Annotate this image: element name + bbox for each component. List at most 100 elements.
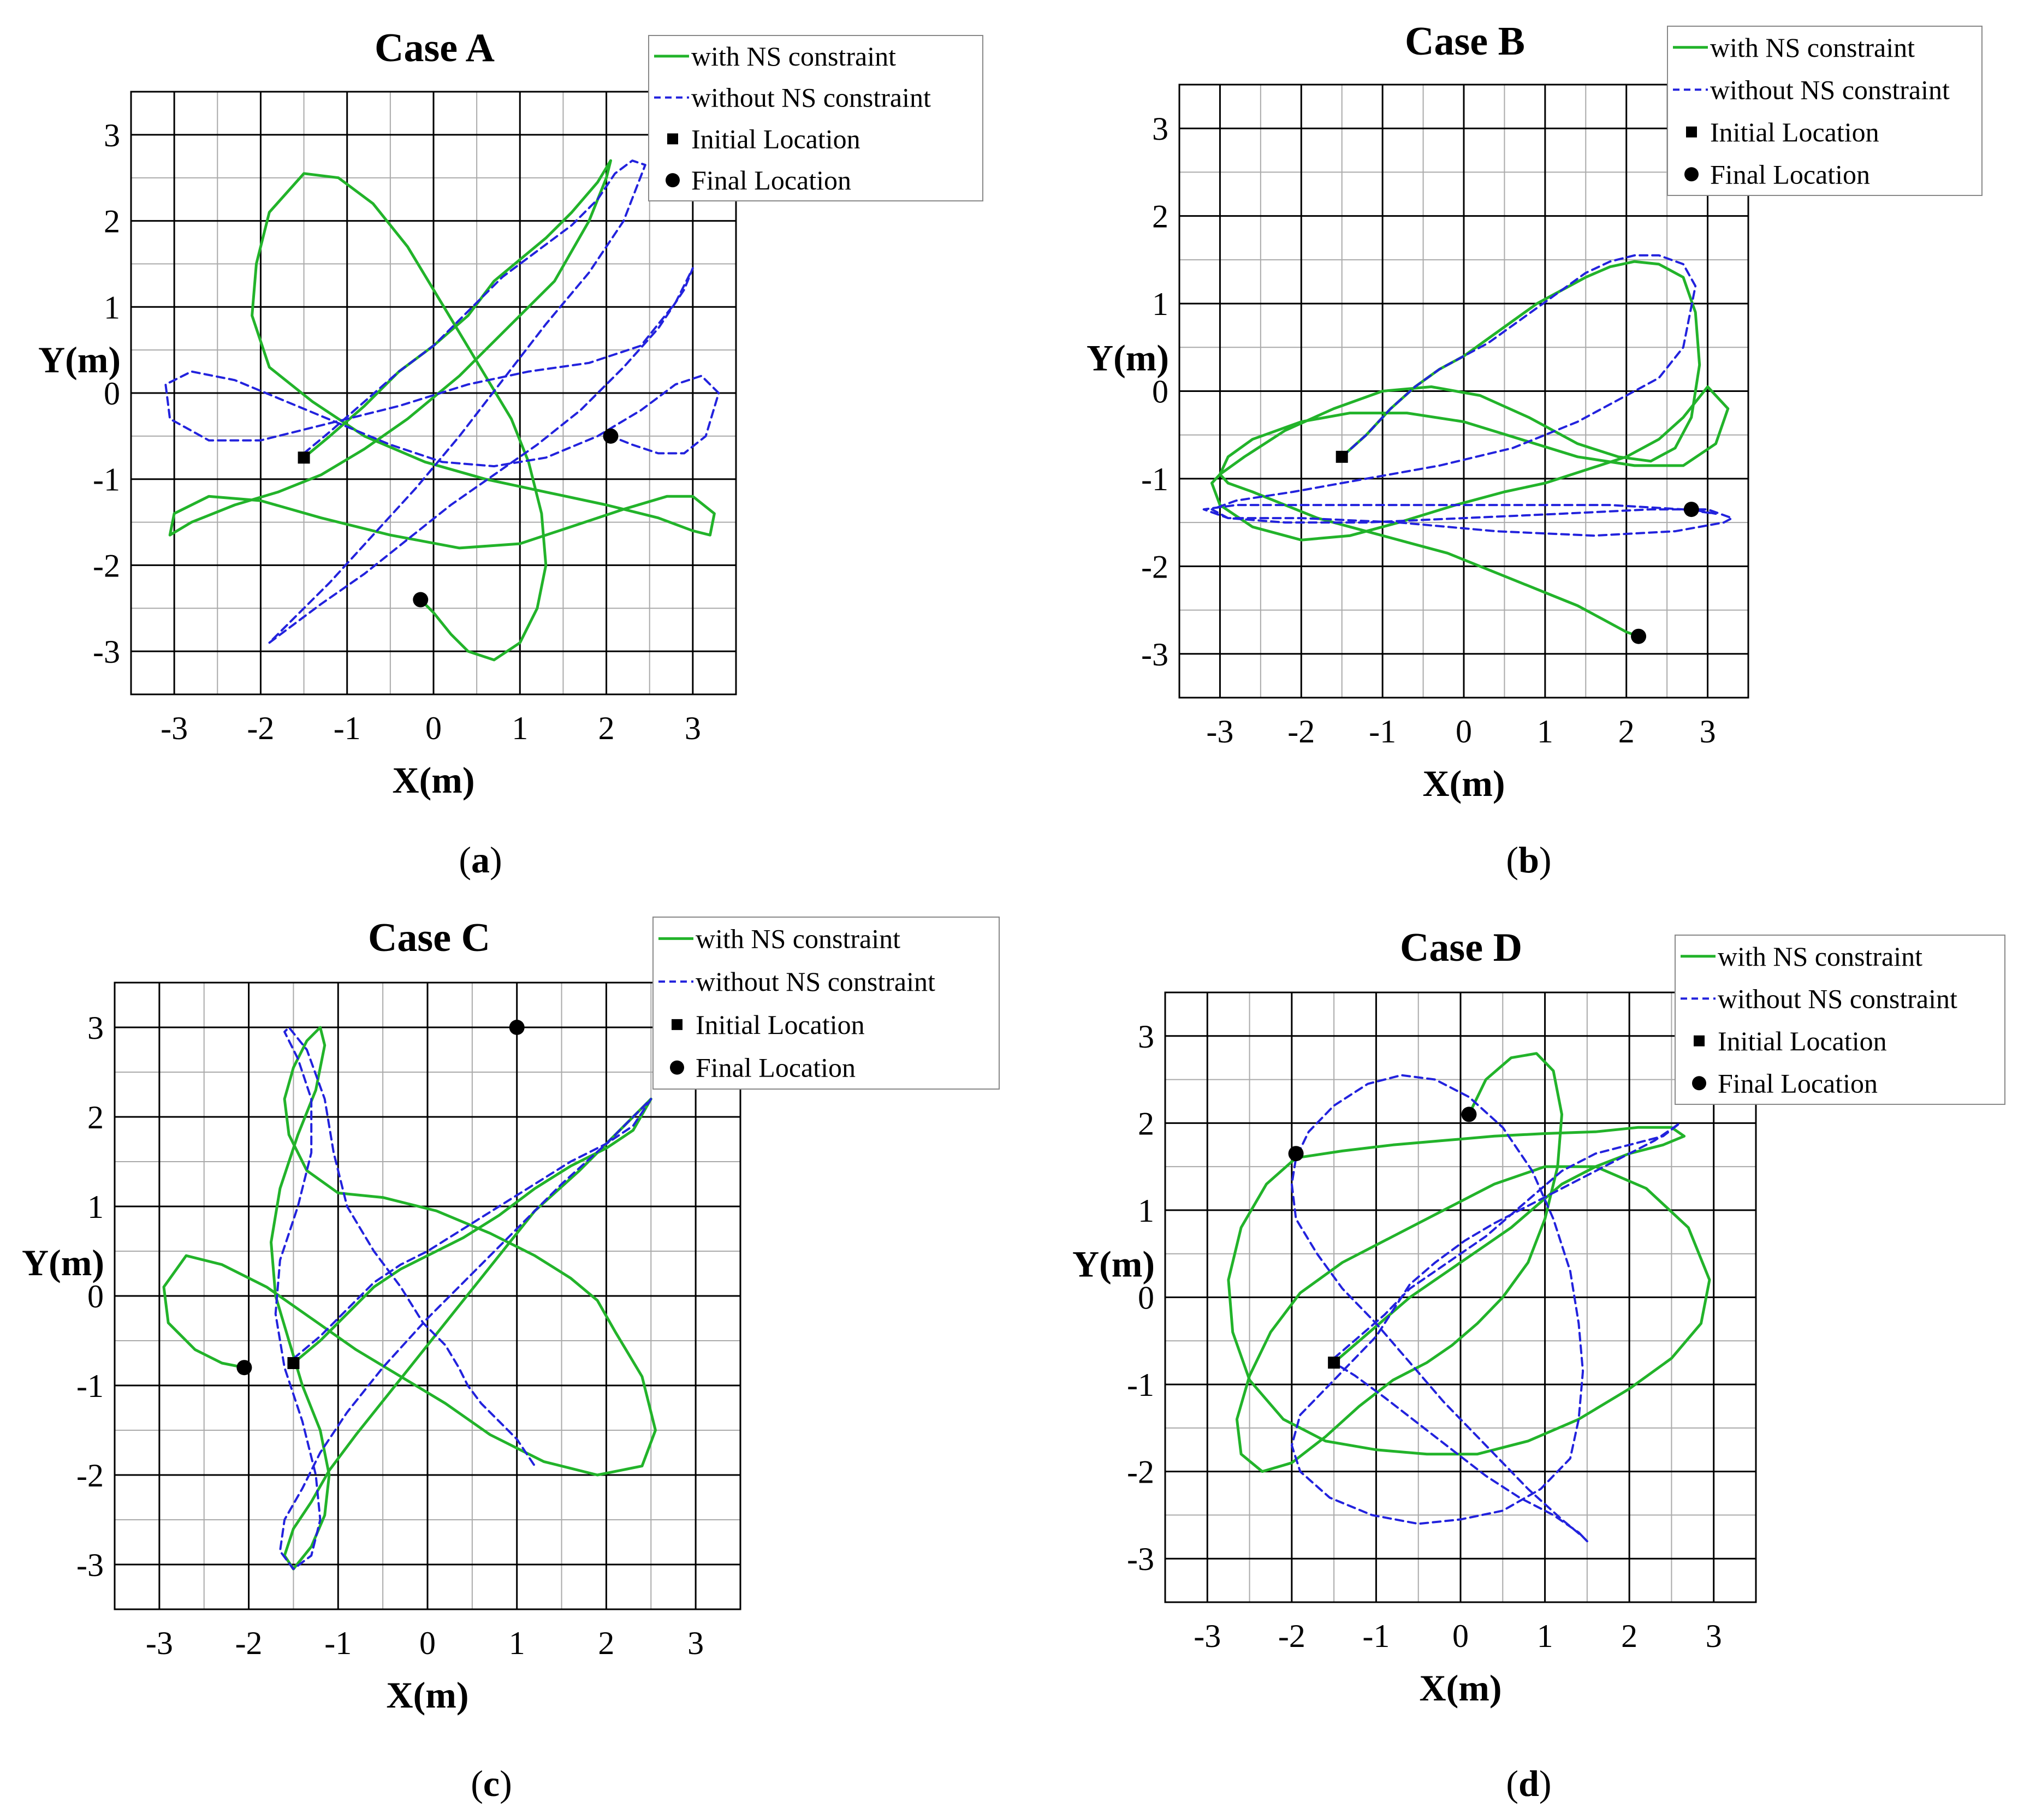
y-tick-label: -2 [1127,1454,1154,1490]
legend-swatch-final [1692,1076,1706,1091]
x-tick-label: 1 [1537,713,1553,750]
x-tick-label: -1 [334,710,361,746]
final-location-marker [1461,1107,1477,1122]
x-tick-label: 1 [1537,1618,1553,1654]
legend-box [648,35,983,201]
x-axis-label: X(m) [1419,1667,1501,1709]
y-tick-label: 3 [104,117,120,153]
series-with-ns-line [1227,1052,1711,1473]
legend-label: Initial Location [1718,1026,1887,1056]
x-tick-label: -2 [235,1625,263,1661]
y-tick-label: -1 [1127,1367,1154,1403]
panel-caption: (d) [1506,1763,1551,1804]
chart-title: Case D [1400,925,1522,970]
y-tick-label: -2 [1141,549,1168,585]
panel-caption: (c) [471,1763,512,1804]
x-tick-label: -3 [1194,1618,1221,1654]
x-tick-label: -1 [1362,1618,1390,1654]
y-tick-label: 2 [87,1099,104,1135]
x-tick-label: 3 [685,710,701,746]
legend-label: Final Location [696,1052,856,1083]
x-tick-label: 3 [687,1625,704,1661]
x-tick-label: 1 [512,710,528,746]
x-tick-label: -1 [324,1625,352,1661]
y-tick-label: -1 [76,1368,104,1404]
x-tick-label: -3 [146,1625,173,1661]
initial-location-marker [298,451,310,464]
legend-box [1667,26,1983,196]
legend: with NS constraint without NS constraint I… [648,35,983,201]
x-tick-label: -2 [1278,1618,1305,1654]
final-location-marker [236,1360,252,1376]
final-location-marker [1683,502,1699,518]
final-location-marker [413,592,429,608]
y-tick-label: 0 [104,376,120,412]
y-tick-label: -3 [76,1547,104,1583]
x-tick-label: 2 [1618,713,1635,750]
legend-label: Initial Location [1710,117,1879,147]
y-tick-label: 2 [1138,1105,1154,1141]
x-tick-label: -3 [161,710,188,746]
plot-frame [1164,991,1757,1603]
y-axis-label: Y(m) [38,339,121,380]
legend-label: without NS constraint [696,966,935,997]
y-tick-label: -3 [1141,637,1168,673]
legend-box [652,917,1000,1090]
legend-box [1675,935,2005,1105]
x-tick-label: 2 [598,1625,614,1661]
y-tick-label: 3 [1152,111,1168,147]
y-tick-label: -2 [76,1458,104,1494]
y-tick-label: 1 [87,1189,104,1225]
chart-title: Case B [1405,19,1525,64]
series-with-ns-line [162,1026,657,1571]
plot-frame [114,982,741,1610]
plot-frame [130,91,737,695]
y-tick-label: 3 [87,1010,104,1046]
legend-label: Final Location [1718,1068,1878,1098]
y-tick-label: 1 [104,289,120,325]
legend-label: without NS constraint [1710,74,1950,105]
y-tick-label: -1 [93,462,120,498]
x-tick-label: -3 [1206,713,1233,750]
series-without-ns-line [1290,1074,1681,1543]
legend-label: with NS constraint [696,923,900,954]
chart-title: Case A [375,26,495,70]
initial-location-marker [1328,1357,1340,1369]
final-location-marker [1288,1146,1304,1162]
x-tick-label: -1 [1369,713,1396,750]
panel-case-a: -3 -2 -1 0 1 2 3 -3 -2 -1 0 1 2 3 X(m) Y(m) Case A with N… [38,26,983,881]
legend-label: Initial Location [691,123,860,154]
legend-label: without NS constraint [691,82,931,113]
x-tick-label: -2 [1287,713,1315,750]
x-tick-label: 0 [1456,713,1472,750]
x-tick-label: 0 [425,710,442,746]
initial-location-marker [287,1357,300,1369]
x-tick-label: -2 [247,710,274,746]
series-without-ns-line [164,159,720,644]
y-tick-label: 2 [104,204,120,240]
legend-swatch-final [1684,167,1699,182]
panel-caption: (a) [459,839,502,881]
y-tick-label: 2 [1152,199,1168,235]
chart-title: Case C [368,915,490,960]
legend-swatch-initial [1694,1035,1705,1046]
legend-label: with NS constraint [1710,32,1915,63]
x-axis-label: X(m) [1422,763,1505,804]
y-axis-label: Y(m) [22,1242,104,1283]
legend-label: Initial Location [696,1009,865,1040]
y-tick-label: 0 [1152,374,1168,410]
legend-swatch-final [666,173,680,188]
y-tick-label: 1 [1152,286,1168,322]
series-with-ns-line [168,159,716,662]
panel-case-c: -3 -2 -1 0 1 2 3 -3 -2 -1 0 1 2 3 X(m) Y(m) Case C with N… [22,915,1000,1804]
x-tick-label: 2 [598,710,615,746]
panel-caption: (b) [1506,839,1551,881]
y-tick-label: -3 [1127,1541,1154,1577]
y-axis-label: Y(m) [1087,337,1169,379]
y-tick-label: 0 [1138,1280,1154,1316]
x-tick-label: 2 [1621,1618,1637,1654]
plot-frame [1178,84,1749,699]
y-tick-label: -3 [93,634,120,670]
y-tick-label: 3 [1138,1019,1154,1055]
